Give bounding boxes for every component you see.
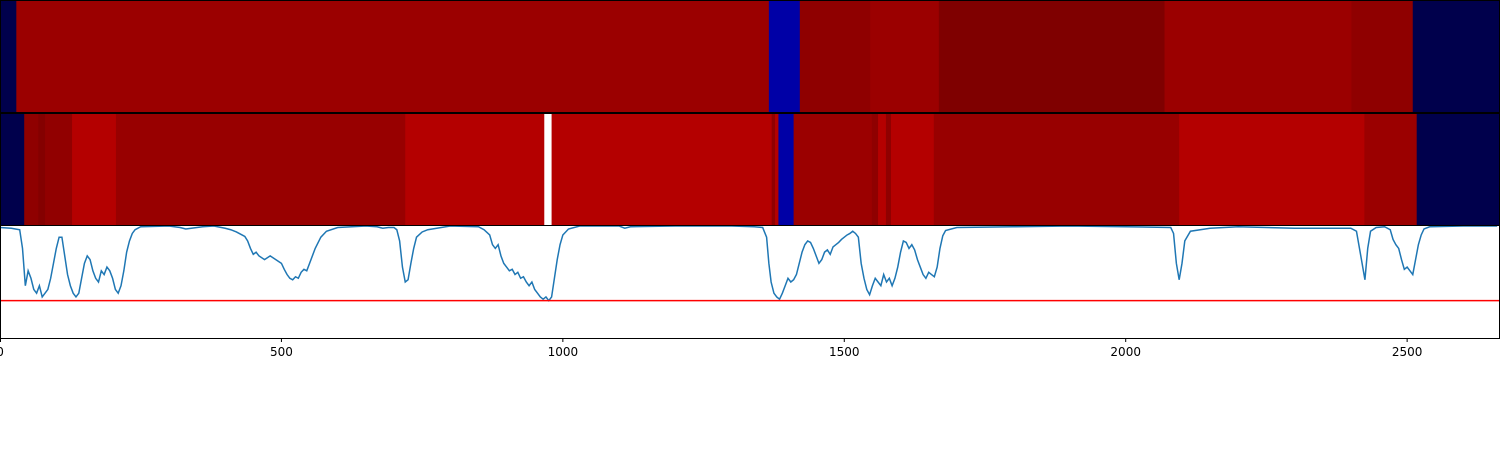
track-2-segment-20 — [1364, 114, 1418, 225]
track-1-segment-9 — [1412, 1, 1500, 112]
x-tick-label-1000: 1000 — [548, 345, 579, 359]
track-2-segment-9 — [551, 114, 773, 225]
track-2-segment-13 — [793, 114, 873, 225]
track-2-segment-5 — [72, 114, 117, 225]
heatmap-track-2 — [0, 114, 1500, 225]
track-2-segment-1 — [0, 114, 25, 225]
track-2-segment-8 — [544, 114, 553, 225]
track-2-segment-4 — [45, 114, 73, 225]
track-2-segment-14 — [871, 114, 879, 225]
x-tick-label-2000: 2000 — [1110, 345, 1141, 359]
track-1-segment-1 — [0, 1, 17, 112]
track-1-segment-4 — [799, 1, 871, 112]
line-plot-background — [0, 226, 1500, 339]
track-2-segment-3 — [38, 114, 46, 225]
track-2-segment-2 — [24, 114, 39, 225]
heatmap-track-1 — [0, 1, 1500, 112]
track-1-segment-7 — [1164, 1, 1353, 112]
track-2-segment-18 — [933, 114, 1180, 225]
track-1-segment-8 — [1351, 1, 1414, 112]
track-2-segment-10 — [771, 114, 776, 225]
track-2-segment-21 — [1416, 114, 1500, 225]
track-2-segment-11 — [775, 114, 780, 225]
series-line — [0, 225, 1498, 302]
track-2-segment-6 — [115, 114, 406, 225]
track-1-segment-2 — [16, 1, 770, 112]
x-tick-label-500: 500 — [270, 345, 293, 359]
line-plot-panel — [0, 225, 1500, 339]
x-tick-label-2500: 2500 — [1392, 345, 1423, 359]
x-tick-label-1500: 1500 — [829, 345, 860, 359]
track-2-segment-7 — [405, 114, 545, 225]
x-tick-label-0: 0 — [0, 345, 4, 359]
track-1-segment-5 — [870, 1, 940, 112]
track-2-segment-15 — [878, 114, 887, 225]
track-1-segment-3 — [768, 1, 801, 112]
track-2-segment-12 — [778, 114, 795, 225]
track-2-segment-17 — [890, 114, 935, 225]
track-2-segment-19 — [1179, 114, 1365, 225]
track-2-segment-16 — [885, 114, 892, 225]
track-1-segment-6 — [938, 1, 1166, 112]
